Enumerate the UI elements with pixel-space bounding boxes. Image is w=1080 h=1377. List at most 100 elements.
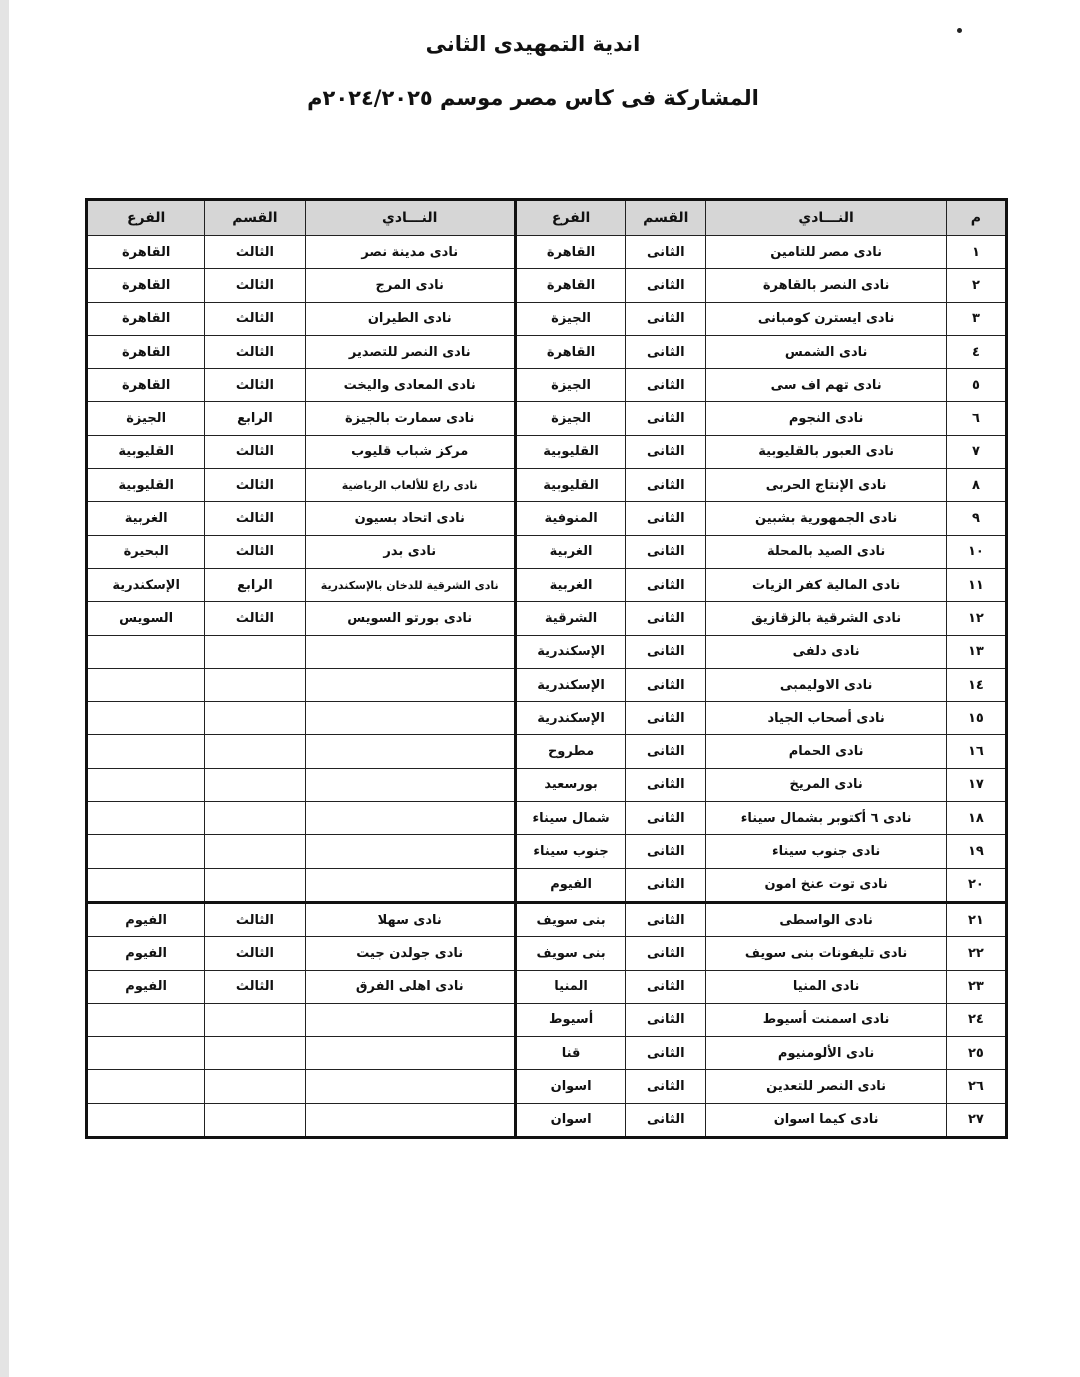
cell-branch2: الجيزة: [85, 401, 206, 436]
cell-club: نادى جنوب سيناء: [705, 834, 947, 869]
cell-division: الثانى: [625, 601, 707, 636]
table-row: ٢٧ نادى كيما اسوان الثانى اسوان: [85, 1102, 1008, 1139]
cell-club2: [304, 734, 516, 769]
cell-club: نادى الشمس: [705, 334, 947, 370]
scan-edge: [0, 0, 9, 1377]
cell-club2: نادى اتحاد بسيون: [304, 501, 516, 536]
table-row: ٧ نادى العبور بالقليوبية الثانى القليوبية مر…: [85, 434, 1008, 470]
cell-club2: [304, 634, 516, 669]
cell-num: ٢٣: [945, 969, 1008, 1004]
table-row: ٢ نادى النصر بالقاهرة الثانى القاهرة نادى ال…: [85, 268, 1008, 303]
cell-branch: الجيزة: [513, 368, 627, 403]
cell-num: ٢٦: [945, 1069, 1008, 1104]
cell-division: الثانى: [625, 234, 707, 270]
cell-club: نادى الاوليمبى: [705, 667, 947, 703]
cell-club2: نادى بورتو السويس: [304, 601, 516, 636]
cell-club: نادى ٦ أكتوبر بشمال سيناء: [705, 801, 947, 836]
table-row: ١٦ نادى الحمام الثانى مطروح: [85, 734, 1008, 769]
cell-num: ١٣: [945, 634, 1008, 669]
cell-division: الثانى: [625, 1102, 707, 1139]
cell-branch2: القاهرة: [85, 234, 206, 270]
cell-division2: الرابع: [204, 567, 306, 603]
cell-branch2: الفيوم: [85, 936, 206, 971]
cell-club: نادى النجوم: [705, 401, 947, 436]
cell-branch: جنوب سيناء: [513, 834, 627, 869]
cell-num: ٢٠: [945, 867, 1008, 904]
cell-branch: الغربية: [513, 534, 627, 569]
cell-branch: بنى سويف: [513, 936, 627, 971]
cell-division2: [204, 734, 306, 769]
header-division-2: القسم: [204, 199, 306, 236]
table-row: ١٨ نادى ٦ أكتوبر بشمال سيناء الثانى شمال سي…: [85, 801, 1008, 836]
cell-branch2: [85, 834, 206, 869]
cell-club2: نادى بدر: [304, 534, 516, 569]
cell-division: الثانى: [625, 936, 707, 971]
cell-num: ١٧: [945, 767, 1008, 803]
cell-division: الثانى: [625, 901, 707, 938]
cell-division: الثانى: [625, 567, 707, 603]
cell-num: ١٢: [945, 601, 1008, 636]
cell-branch: بورسعيد: [513, 767, 627, 803]
cell-num: ١: [945, 234, 1008, 270]
table-row: ٢٤ نادى اسمنت أسيوط الثانى أسيوط: [85, 1002, 1008, 1038]
cell-branch2: [85, 1102, 206, 1139]
cell-club: نادى الإنتاج الحربى: [705, 468, 947, 503]
cell-num: ٢: [945, 268, 1008, 303]
cell-club2: نادى جولدن جيت: [304, 936, 516, 971]
cell-division2: الثالث: [204, 234, 306, 270]
cell-division2: الثالث: [204, 969, 306, 1004]
header-division: القسم: [625, 199, 707, 236]
table-row: ٥ نادى تهم اف سى الثانى الجيزة نادى المعادى …: [85, 368, 1008, 403]
cell-club2: نادى سمارت بالجيزة: [304, 401, 516, 436]
cell-branch2: الغربية: [85, 501, 206, 536]
cell-branch: القليوبية: [513, 434, 627, 470]
cell-club: نادى الواسطى: [705, 901, 947, 938]
cell-num: ١٤: [945, 667, 1008, 703]
cell-club2: [304, 1036, 516, 1071]
cell-branch2: الإسكندرية: [85, 567, 206, 603]
cell-branch2: الفيوم: [85, 901, 206, 938]
cell-num: ٣: [945, 301, 1008, 336]
cell-branch: القاهرة: [513, 268, 627, 303]
table-row: ٢١ نادى الواسطى الثانى بنى سويف نادى سهلا الث…: [85, 901, 1008, 938]
table-row: ١٧ نادى المريخ الثانى بورسعيد: [85, 767, 1008, 803]
cell-branch: القاهرة: [513, 334, 627, 370]
cell-division: الثانى: [625, 501, 707, 536]
cell-branch: القاهرة: [513, 234, 627, 270]
header-club-2: النـــادي: [304, 199, 516, 236]
table-row: ١٠ نادى الصيد بالمحلة الثانى الغربية نادى بد…: [85, 534, 1008, 569]
cell-club2: [304, 1102, 516, 1139]
cell-num: ٩: [945, 501, 1008, 536]
cell-branch2: القاهرة: [85, 368, 206, 403]
cell-branch2: القاهرة: [85, 301, 206, 336]
cell-branch2: [85, 801, 206, 836]
cell-club2: [304, 834, 516, 869]
cell-club2: [304, 801, 516, 836]
cell-branch2: [85, 1002, 206, 1038]
cell-num: ١٦: [945, 734, 1008, 769]
cell-club: نادى دلفى: [705, 634, 947, 669]
cell-branch: أسيوط: [513, 1002, 627, 1038]
cell-division: الثانى: [625, 667, 707, 703]
cell-branch2: [85, 767, 206, 803]
scan-speck: [957, 28, 962, 33]
cell-division: الثانى: [625, 401, 707, 436]
cell-branch2: البحيرة: [85, 534, 206, 569]
cell-division: الثانى: [625, 1002, 707, 1038]
cell-club2: نادى النصر للتصدير: [304, 334, 516, 370]
cell-division: الثانى: [625, 1036, 707, 1071]
cell-division2: الثالث: [204, 501, 306, 536]
table-row: ٢٦ نادى النصر للتعدين الثانى اسوان: [85, 1069, 1008, 1104]
cell-num: ٦: [945, 401, 1008, 436]
cell-club2: نادى المرج: [304, 268, 516, 303]
cell-division2: [204, 1002, 306, 1038]
table-row: ٢٥ نادى الألومنيوم الثانى قنا: [85, 1036, 1008, 1071]
cell-branch2: [85, 701, 206, 736]
cell-division: الثانى: [625, 268, 707, 303]
header-num: م: [945, 199, 1008, 236]
cell-division2: الرابع: [204, 401, 306, 436]
cell-num: ٥: [945, 368, 1008, 403]
table-row: ١ نادى مصر للتامين الثانى القاهرة نادى مدينة…: [85, 234, 1008, 270]
cell-club2: مركز شباب قليوب: [304, 434, 516, 470]
cell-division2: الثالث: [204, 601, 306, 636]
